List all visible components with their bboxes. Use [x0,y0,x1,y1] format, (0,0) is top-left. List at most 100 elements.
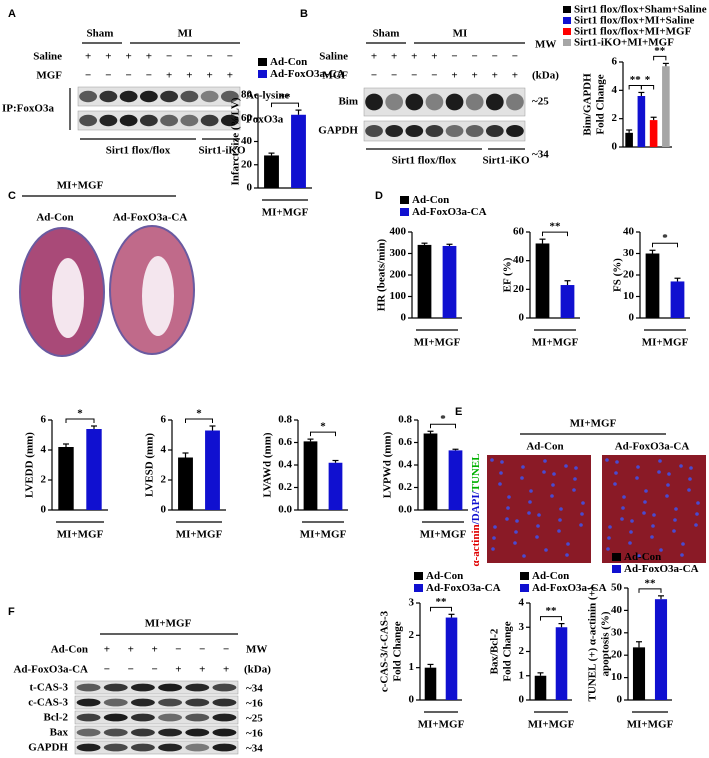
panel-letter: A [8,8,16,20]
nucleus [499,471,503,475]
nucleus [551,483,555,487]
nucleus [565,553,569,557]
legend-label: Ad-FoxO3a-CA [412,206,487,218]
blot-band [405,93,424,111]
legend-swatch [563,6,571,13]
nucleus [615,460,619,464]
nucleus [652,513,656,517]
lane-sign: − [125,70,131,82]
mw-value: ~25 [532,96,549,108]
nucleus [613,482,617,486]
nucleus [544,548,548,552]
treatment-label: Saline [319,51,348,63]
nucleus [528,500,532,504]
lane-sign: − [371,70,377,82]
heart-cavity [52,258,84,338]
legend-swatch [400,196,409,204]
significance-label: * [440,413,446,425]
y-tick-label: 20 [611,649,623,661]
nucleus [515,519,519,523]
lane-sign: + [223,664,229,676]
bar [625,132,633,147]
mw-value: ~25 [246,713,263,725]
y-axis-title: Fold Change [502,621,514,681]
blot-band [99,114,118,127]
y-tick-label: 0 [247,182,253,194]
panel-letter: D [375,190,383,202]
y-axis-title: LVAWd (mm) [262,432,274,497]
bar [291,114,306,188]
band-label: c-CAS-3 [28,697,68,709]
nucleus [552,472,556,476]
genotype-label: Sirt1 flox/flox [392,155,457,167]
bar [423,433,438,510]
x-axis-title: MI+MGF [300,529,347,541]
nucleus [550,494,554,498]
y-tick-label: 0 [41,504,47,516]
bar [58,447,74,510]
x-axis-title: MI+MGF [414,337,461,349]
y-axis-title: TUNEL (+) α-actinin (+) [587,586,599,701]
nucleus [643,500,647,504]
y-tick-label: 6 [612,56,618,68]
significance-label: ** [645,577,657,589]
legend-swatch [400,208,409,216]
lane-sign: + [431,51,437,63]
y-tick-label: 0.0 [398,504,412,516]
y-tick-label: 6 [41,414,47,426]
legend-label: Ad-Con [270,56,307,68]
significance-bracket [271,102,299,108]
y-tick-label: 60 [513,226,525,238]
y-tick-label: 40 [623,226,635,238]
condition-label: MI+MGF [57,180,104,192]
significance-label: ** [654,45,666,57]
blot-band [76,728,101,737]
nucleus [614,471,618,475]
lane-sign: + [105,51,111,63]
y-tick-label: 20 [513,283,525,295]
nucleus [628,541,632,545]
significance-label: ** [550,221,562,233]
nucleus [500,460,504,464]
bar [178,457,193,510]
nucleus [622,495,626,499]
legend-swatch [563,17,571,24]
y-tick-label: 3 [409,597,415,609]
mw-value: ~34 [246,743,263,755]
x-axis-title: MI+MGF [528,719,575,731]
nucleus [579,523,583,527]
y-tick-label: 20 [241,158,253,170]
lane-sign: + [227,70,233,82]
legend-swatch [612,565,621,573]
band-label: t-CAS-3 [30,682,69,694]
blot-band [103,698,128,707]
lane-sign: − [472,51,478,63]
significance-bracket [65,418,95,423]
blot-band [185,743,210,752]
lane-sign: − [85,70,91,82]
lane-sign: − [411,70,417,82]
nucleus [543,459,547,463]
nucleus [650,535,654,539]
legend-label: Ad-FoxO3a-CA [532,582,607,594]
lane-sign: − [492,51,498,63]
significance-bracket [640,84,655,90]
y-tick-label: 0 [612,141,618,153]
y-tick-label: 200 [390,269,407,281]
y-axis-title: Infarct size (%LV) [230,97,242,185]
nucleus [666,483,670,487]
y-tick-label: 2 [612,112,618,124]
nucleus [620,517,624,521]
bar [637,96,646,147]
significance-bracket [430,423,456,429]
image-label: Ad-Con [36,212,73,224]
lane-sign: − [186,51,192,63]
blot-band [212,728,237,737]
y-tick-label: 0 [617,694,623,706]
y-axis-title: Bim/GAPDH [582,73,594,136]
y-tick-label: 4 [161,444,167,456]
lane-sign: − [146,70,152,82]
nucleus [673,518,677,522]
band-label: FoxO3a [246,114,284,126]
nucleus [651,524,655,528]
